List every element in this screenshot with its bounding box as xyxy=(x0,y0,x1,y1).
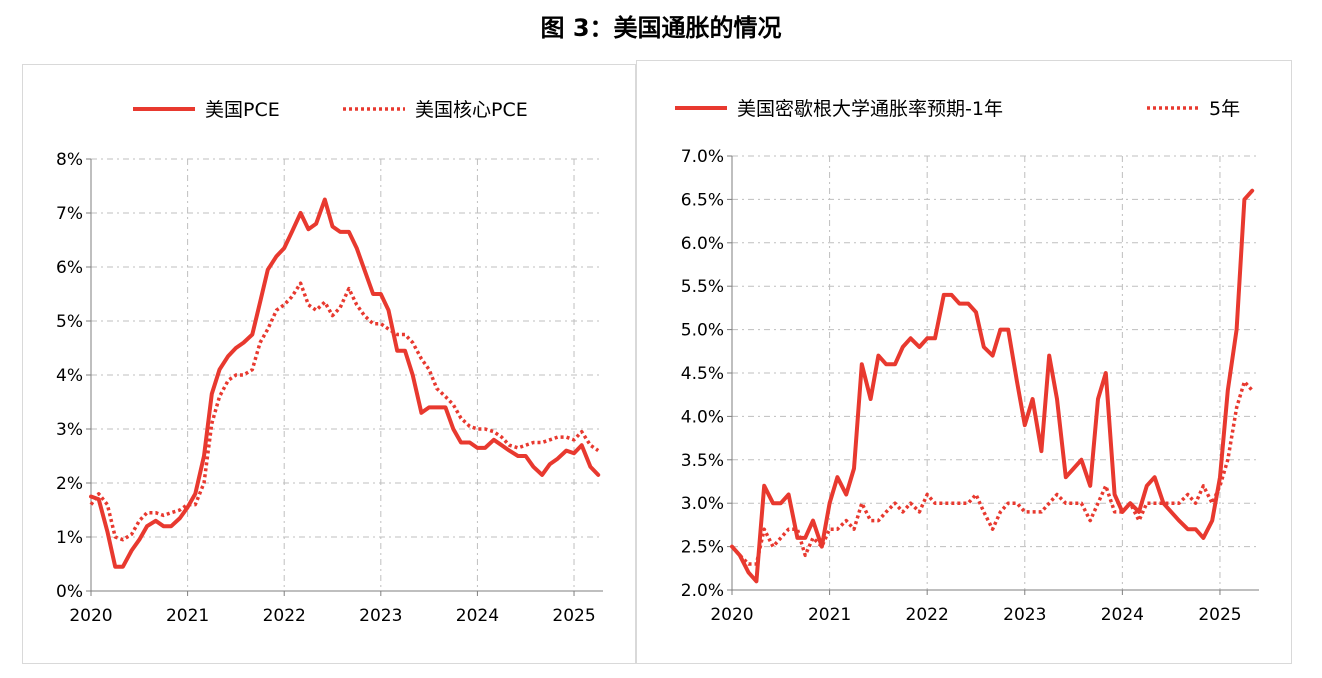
y-tick-label: 2% xyxy=(56,474,83,494)
x-tick-label: 2021 xyxy=(166,606,209,626)
y-tick-label: 2.0% xyxy=(681,581,724,601)
y-tick-label: 3% xyxy=(56,420,83,440)
y-tick-label: 6.0% xyxy=(681,234,724,254)
x-tick-label: 2022 xyxy=(906,605,949,625)
y-tick-label: 2.5% xyxy=(681,538,724,558)
x-tick-label: 2025 xyxy=(552,606,595,626)
x-tick-label: 2021 xyxy=(808,605,851,625)
x-tick-label: 2023 xyxy=(359,606,402,626)
legend-label-2: 5年 xyxy=(1209,98,1240,120)
series-line-2 xyxy=(730,379,1254,566)
y-tick-label: 3.0% xyxy=(681,494,724,514)
y-tick-label: 4.0% xyxy=(681,407,724,427)
y-tick-label: 5.5% xyxy=(681,277,724,297)
legend-label-2: 美国核心PCE xyxy=(415,99,528,121)
michigan-chart: 2.0% 2.5% 3.0% 3.5% 4.0% 4.5% 5.0% 5.5% 6.0% 6.5%… xyxy=(675,98,1259,625)
legend-label-1: 美国PCE xyxy=(205,99,280,121)
y-tick-label: 5.0% xyxy=(681,321,724,341)
chart-panel-michigan: 2.0% 2.5% 3.0% 3.5% 4.0% 4.5% 5.0% 5.5% 6.0% 6.5%… xyxy=(636,60,1292,664)
y-tick-label: 7.0% xyxy=(681,147,724,167)
y-tick-label: 4% xyxy=(56,366,83,386)
series-line-1 xyxy=(730,188,1255,584)
x-tick-label: 2020 xyxy=(710,605,753,625)
y-tick-label: 6% xyxy=(56,258,83,278)
chart-panel-pce: 0% 1% 2% 3% 4% 5% 6% 7% 8% 2020 2021 2022 2023 2024 20… xyxy=(22,64,636,664)
x-tick-label: 2020 xyxy=(69,606,112,626)
y-tick-label: 0% xyxy=(56,582,83,602)
x-tick-label: 2022 xyxy=(263,606,306,626)
pce-chart: 0% 1% 2% 3% 4% 5% 6% 7% 8% 2020 2021 2022 2023 2024 20… xyxy=(56,99,603,626)
legend-label-1: 美国密歇根大学通胀率预期-1年 xyxy=(737,98,1003,120)
series-line-2 xyxy=(89,281,600,542)
y-tick-label: 7% xyxy=(56,204,83,224)
y-tick-label: 8% xyxy=(56,150,83,170)
x-tick-label: 2025 xyxy=(1198,605,1241,625)
y-tick-label: 4.5% xyxy=(681,364,724,384)
x-tick-label: 2024 xyxy=(456,606,499,626)
figure-title: 图 3：美国通胀的情况 xyxy=(540,14,782,42)
y-tick-label: 1% xyxy=(56,528,83,548)
y-tick-label: 6.5% xyxy=(681,190,724,210)
x-tick-label: 2023 xyxy=(1003,605,1046,625)
y-tick-label: 5% xyxy=(56,312,83,332)
x-tick-label: 2024 xyxy=(1101,605,1144,625)
series-line-1 xyxy=(89,197,601,569)
y-tick-label: 3.5% xyxy=(681,451,724,471)
